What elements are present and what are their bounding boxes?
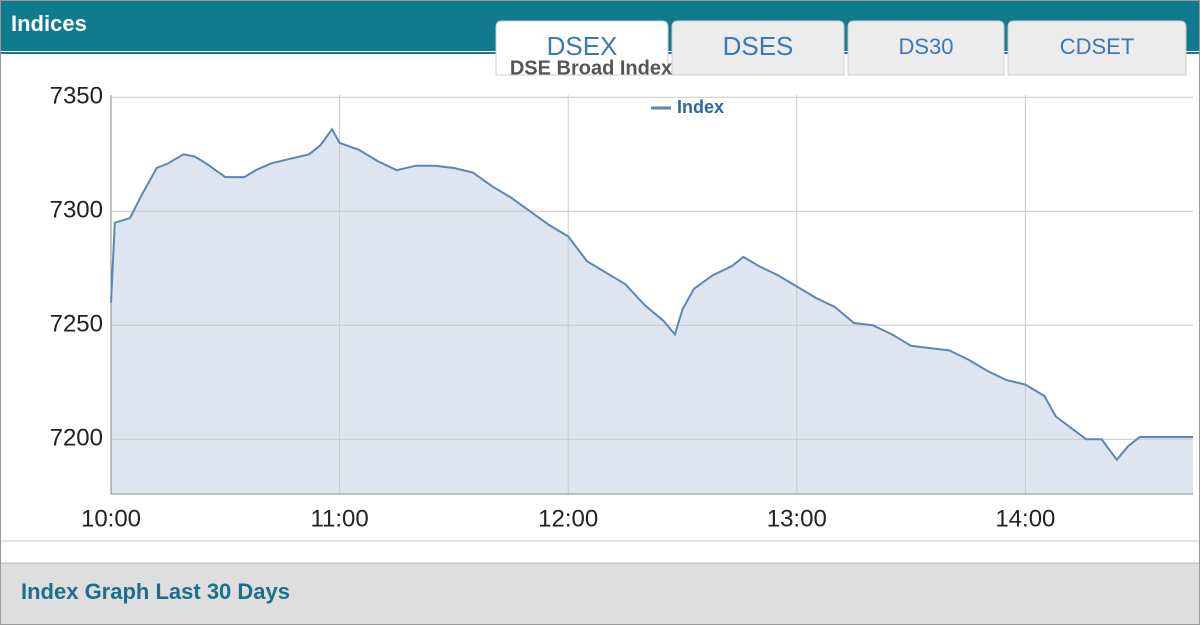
chart-title: DSE Broad Index [510,57,672,79]
x-tick-label: 13:00 [767,505,827,532]
tab[interactable] [495,20,669,76]
x-tick-label: 10:00 [81,505,141,532]
footer-link[interactable]: Index Graph Last 30 Days [21,579,290,604]
tab[interactable] [671,20,845,76]
tabs: DSEX DSES DS30 CDSET [495,20,1187,76]
legend-label: Index [677,97,724,117]
y-tick-label: 7200 [50,425,103,452]
footer-bar [1,563,1199,624]
tab-label[interactable]: DS30 [898,34,953,59]
x-tick-label: 11:00 [310,505,368,532]
x-tick-label: 14:00 [995,505,1055,532]
line [110,127,1193,462]
tab[interactable] [847,20,1005,76]
y-tick-label: 7350 [50,83,103,110]
y-tick-label: 7250 [50,311,103,338]
y-tick-label: 7300 [50,197,103,224]
tab-label[interactable]: DSEX [547,31,618,61]
header-title: Indices [11,11,87,36]
tab-label[interactable]: CDSET [1060,34,1135,59]
tab-label[interactable]: DSES [723,31,794,61]
x-tick-label: 12:00 [538,505,598,532]
tab[interactable] [1007,20,1187,76]
